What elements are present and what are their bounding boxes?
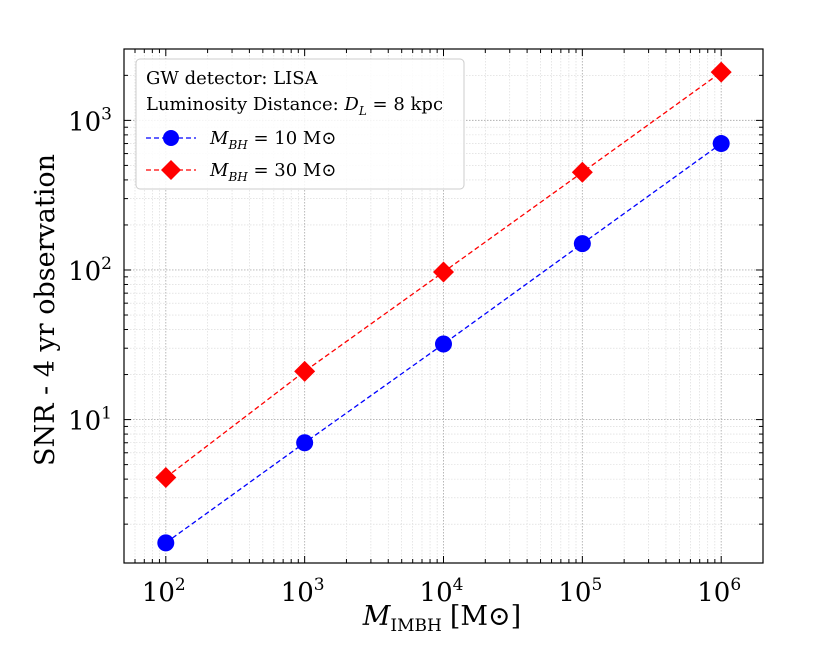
x-axis-subscript: IMBH bbox=[390, 616, 441, 636]
data-point-blue bbox=[435, 335, 452, 353]
plot-frame bbox=[123, 48, 764, 564]
data-point-blue bbox=[712, 135, 730, 153]
x-tick-base: 10 bbox=[281, 578, 314, 608]
x-tick-exponent: 4 bbox=[453, 575, 464, 595]
legend-marker-red bbox=[161, 160, 181, 180]
y-tick-base: 10 bbox=[68, 407, 101, 437]
legend-header-distance: Luminosity Distance: DL = 8 kpc bbox=[146, 94, 443, 118]
legend-distance-subscript: L bbox=[358, 104, 367, 118]
series-red bbox=[155, 61, 732, 489]
legend-blue-value: = 10 M⊙ bbox=[248, 128, 337, 149]
series-blue bbox=[157, 135, 730, 552]
data-point-red bbox=[433, 261, 454, 283]
legend-label-blue: MBH = 10 M⊙ bbox=[209, 128, 336, 152]
y-tick-base: 10 bbox=[68, 257, 101, 287]
data-point-red bbox=[155, 467, 177, 489]
y-tick-label: 102 bbox=[68, 254, 112, 287]
legend-distance-value: = 8 kpc bbox=[367, 94, 443, 115]
series-line-blue bbox=[165, 143, 722, 544]
x-tick-base: 10 bbox=[558, 578, 591, 608]
data-point-blue bbox=[296, 434, 314, 452]
x-tick-base: 10 bbox=[142, 578, 175, 608]
legend-blue-subscript: BH bbox=[227, 138, 248, 152]
data-point-blue bbox=[157, 534, 175, 552]
x-axis-symbol: M bbox=[362, 601, 392, 632]
x-tick-label: 105 bbox=[558, 575, 602, 608]
x-tick-label: 102 bbox=[142, 575, 186, 608]
data-point-blue bbox=[573, 235, 591, 253]
x-tick-exponent: 3 bbox=[314, 575, 325, 595]
legend-red-symbol: M bbox=[209, 160, 229, 181]
legend-distance-symbol: D bbox=[343, 94, 359, 115]
x-tick-label: 104 bbox=[420, 575, 464, 608]
legend-red-subscript: BH bbox=[227, 170, 248, 184]
y-tick-exponent: 1 bbox=[101, 404, 112, 424]
x-tick-label: 103 bbox=[281, 575, 325, 608]
x-tick-exponent: 2 bbox=[175, 575, 186, 595]
x-tick-label: 106 bbox=[697, 575, 741, 608]
x-tick-exponent: 6 bbox=[730, 575, 741, 595]
legend: GW detector: LISA Luminosity Distance: D… bbox=[135, 58, 465, 190]
y-tick-label: 101 bbox=[68, 404, 112, 437]
x-tick-base: 10 bbox=[697, 578, 730, 608]
legend-distance-prefix: Luminosity Distance: bbox=[146, 94, 344, 115]
x-tick-base: 10 bbox=[420, 578, 453, 608]
x-axis-unit: [M⊙] bbox=[450, 601, 521, 632]
legend-red-value: = 30 M⊙ bbox=[248, 160, 337, 181]
y-axis-title: SNR - 4 yr observation bbox=[30, 154, 61, 466]
series-layer bbox=[155, 61, 732, 552]
x-tick-exponent: 5 bbox=[591, 575, 602, 595]
data-point-red bbox=[571, 161, 593, 183]
legend-marker-blue bbox=[163, 130, 179, 146]
legend-blue-symbol: M bbox=[209, 128, 229, 149]
y-tick-exponent: 3 bbox=[101, 104, 112, 124]
y-tick-exponent: 2 bbox=[101, 254, 112, 274]
data-point-red bbox=[294, 360, 316, 382]
x-axis-title: MIMBH [M⊙] bbox=[362, 601, 521, 636]
data-point-red bbox=[710, 61, 732, 83]
legend-label-red: MBH = 30 M⊙ bbox=[209, 160, 336, 184]
legend-header-detector: GW detector: LISA bbox=[146, 68, 319, 89]
y-tick-label: 103 bbox=[68, 104, 112, 137]
y-tick-base: 10 bbox=[68, 107, 101, 137]
legend-box bbox=[135, 58, 465, 190]
